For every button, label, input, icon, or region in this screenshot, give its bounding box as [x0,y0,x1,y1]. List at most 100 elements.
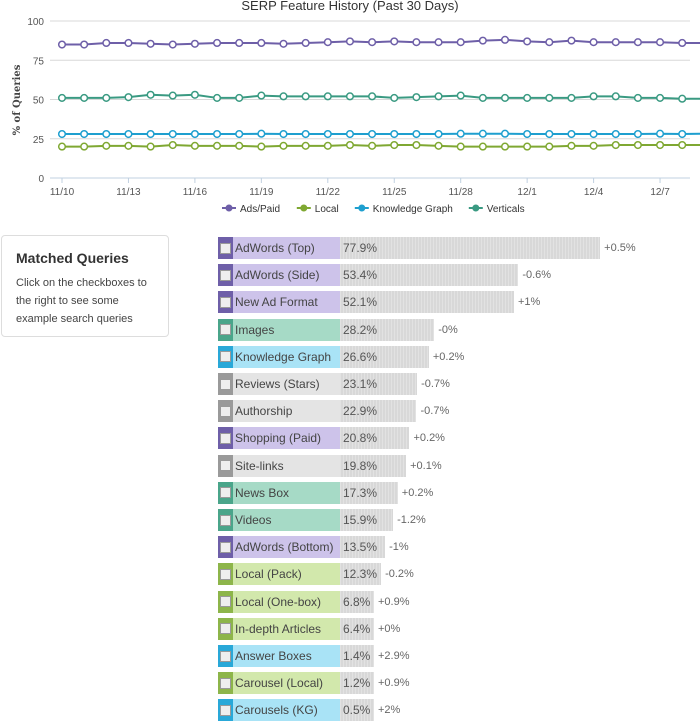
checkbox-container[interactable] [218,645,233,667]
checkbox[interactable] [220,487,231,499]
data-point [168,40,177,49]
data-point [146,129,155,139]
checkbox-container[interactable] [218,481,233,504]
value-bar: 23.1% [340,373,418,395]
checkbox[interactable] [220,432,231,444]
feature-label: Shopping (Paid) [233,427,340,450]
checkbox-container[interactable] [218,699,233,721]
data-point [57,142,67,151]
data-point [80,142,89,151]
checkbox[interactable] [220,596,231,608]
feature-label: In-depth Articles [233,617,340,640]
value-bar: 17.3% [340,481,398,504]
data-point [345,92,355,101]
data-point [368,141,377,150]
checkbox-container[interactable] [218,536,233,559]
checkbox[interactable] [220,623,231,635]
checkbox[interactable] [220,704,231,716]
value-bar: 77.9% [340,237,601,259]
checkbox-container[interactable] [218,617,233,640]
checkbox-container[interactable] [218,291,233,314]
feature-label: New Ad Format [233,291,340,314]
data-point [656,140,665,150]
data-point [567,129,576,139]
legend-item-Local: Local [315,204,339,215]
checkbox-container[interactable] [218,590,233,613]
data-point [523,37,532,46]
feature-label: Local (One-box) [233,590,340,613]
matched-queries-panel: Matched Queries Click on the checkboxes … [1,235,169,337]
checkbox-container[interactable] [218,427,233,450]
data-point [301,38,310,48]
checkbox[interactable] [220,541,231,553]
data-point [168,129,177,139]
checkbox[interactable] [220,677,231,689]
change-label: -0.7% [421,378,450,390]
data-point [235,93,244,102]
feature-label: AdWords (Bottom) [233,536,340,559]
serp-history-chart: SERP Feature History (Past 30 Days) % of … [12,0,700,215]
feature-row: News Box 17.3% +0.2% [218,481,433,504]
checkbox-container[interactable] [218,345,233,368]
legend-item-Verticals: Verticals [487,204,525,215]
checkbox-container[interactable] [218,237,233,259]
checkbox[interactable] [220,324,231,336]
data-point [567,36,576,45]
data-point [323,141,332,150]
data-point [190,90,199,99]
checkbox[interactable] [220,351,231,363]
checkbox[interactable] [220,405,231,417]
feature-label: Authorship [233,400,340,423]
data-point [301,129,310,139]
data-point [80,93,89,102]
data-point [124,141,133,150]
data-point [656,38,665,47]
checkbox[interactable] [220,296,231,308]
feature-label: Answer Boxes [233,645,340,667]
change-label: -1% [389,541,409,554]
checkbox[interactable] [220,269,231,281]
panel-title: Matched Queries [16,250,129,266]
data-point [345,140,355,150]
checkbox[interactable] [220,460,231,472]
feature-row: Images 28.2% -0% [218,318,458,341]
feature-label: Videos [233,509,340,531]
y-tick-label: 75 [33,56,45,67]
data-point [124,38,133,48]
checkbox-container[interactable] [218,318,233,341]
data-point [589,92,598,101]
data-point [323,92,332,101]
legend-marker [300,204,308,212]
value-bar: 26.6% [340,345,429,368]
checkbox-container[interactable] [218,454,233,477]
data-point [633,38,642,47]
data-point [168,140,177,150]
data-point [456,38,465,47]
data-point [102,38,111,48]
legend-marker [472,204,480,212]
feature-label: AdWords (Side) [233,264,340,287]
data-point [678,129,687,139]
checkbox-container[interactable] [218,373,233,395]
feature-label: Local (Pack) [233,563,340,586]
checkbox-container[interactable] [218,563,233,586]
change-label: +0.9% [378,595,410,608]
checkbox[interactable] [220,514,231,526]
feature-row: Authorship 22.9% -0.7% [218,400,449,423]
checkbox-container[interactable] [218,672,233,695]
checkbox[interactable] [220,650,231,662]
feature-label: Knowledge Graph [233,345,340,368]
data-point [589,141,598,150]
checkbox[interactable] [220,568,231,580]
data-point [523,142,532,151]
checkbox[interactable] [220,242,231,254]
legend-item-Ads/Paid: Ads/Paid [240,204,280,215]
checkbox[interactable] [220,378,231,390]
data-point [57,129,67,139]
checkbox-container[interactable] [218,264,233,287]
change-label: -0% [438,323,458,336]
checkbox-container[interactable] [218,509,233,531]
value-bar: 13.5% [340,536,386,559]
data-point [257,129,266,138]
checkbox-container[interactable] [218,400,233,423]
